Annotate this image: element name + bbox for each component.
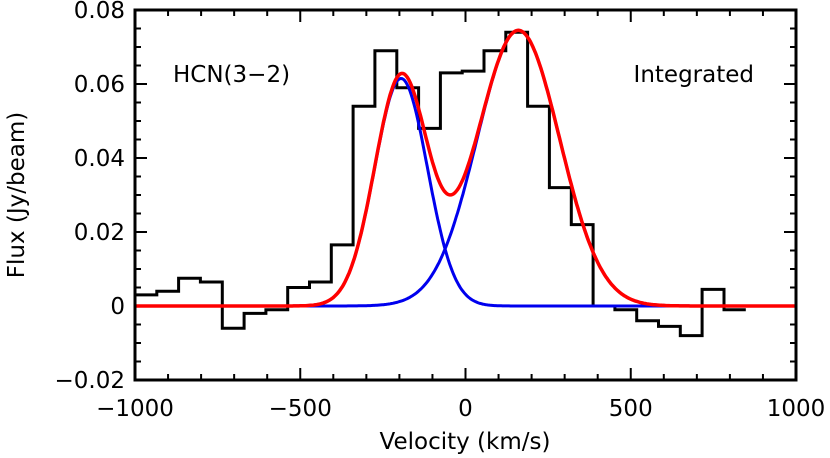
gaussian-component-1: [135, 76, 796, 308]
x-tick-label: 500: [609, 396, 653, 422]
y-tick-label: −0.02: [55, 368, 125, 394]
y-tick-label: 0.08: [74, 0, 125, 24]
x-tick-label: −500: [269, 396, 332, 422]
y-axis-title: Flux (Jy/beam): [4, 112, 30, 278]
series-layer: [135, 28, 796, 338]
y-tick-label: 0.06: [74, 72, 125, 98]
labels-layer: −1000 −500 0 500 1000 −0.02 0 0.02 0.04 0.06 0.08: [55, 0, 826, 422]
x-tick-label: 0: [458, 396, 473, 422]
y-tick-label: 0: [110, 294, 125, 320]
histogram-spectrum: [135, 30, 746, 338]
x-axis-title: Velocity (km/s): [380, 429, 551, 455]
gaussian-sum-fit: [135, 28, 796, 308]
x-tick-label: −1000: [96, 396, 174, 422]
annotation-line-label: HCN(3−2): [173, 62, 290, 88]
y-tick-label: 0.04: [74, 146, 125, 172]
y-tick-label: 0.02: [74, 220, 125, 246]
plot-frame: [133, 8, 798, 382]
x-tick-label: 1000: [767, 396, 826, 422]
annotation-integrated-label: Integrated: [634, 62, 754, 88]
